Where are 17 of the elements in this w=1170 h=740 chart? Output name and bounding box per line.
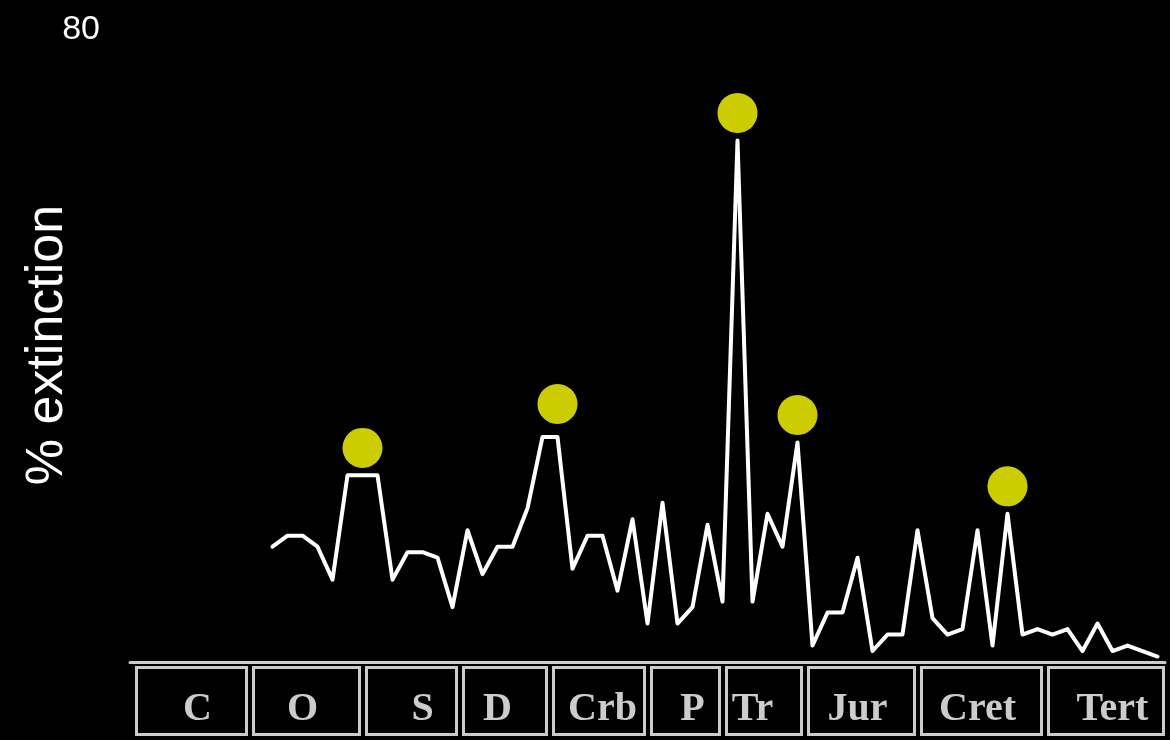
x-tick-label: O xyxy=(286,683,319,729)
point xyxy=(537,383,578,424)
x-tick-label: S xyxy=(411,683,434,729)
point xyxy=(777,394,818,435)
x-tick-label: Tr xyxy=(731,683,774,729)
x-tick-label: Cret xyxy=(939,683,1017,729)
point xyxy=(717,93,758,133)
text: 80 xyxy=(62,8,100,47)
x-tick-label: D xyxy=(483,683,512,729)
y-axis-title: % extinction xyxy=(14,204,75,486)
x-tick-label: C xyxy=(183,683,212,729)
x-tick-label: P xyxy=(680,683,705,729)
point xyxy=(342,427,383,468)
x-tick-label: Tert xyxy=(1076,683,1150,729)
x-tick-label: Crb xyxy=(568,683,637,729)
point xyxy=(987,466,1028,507)
x-tick-label: Jur xyxy=(827,683,888,729)
